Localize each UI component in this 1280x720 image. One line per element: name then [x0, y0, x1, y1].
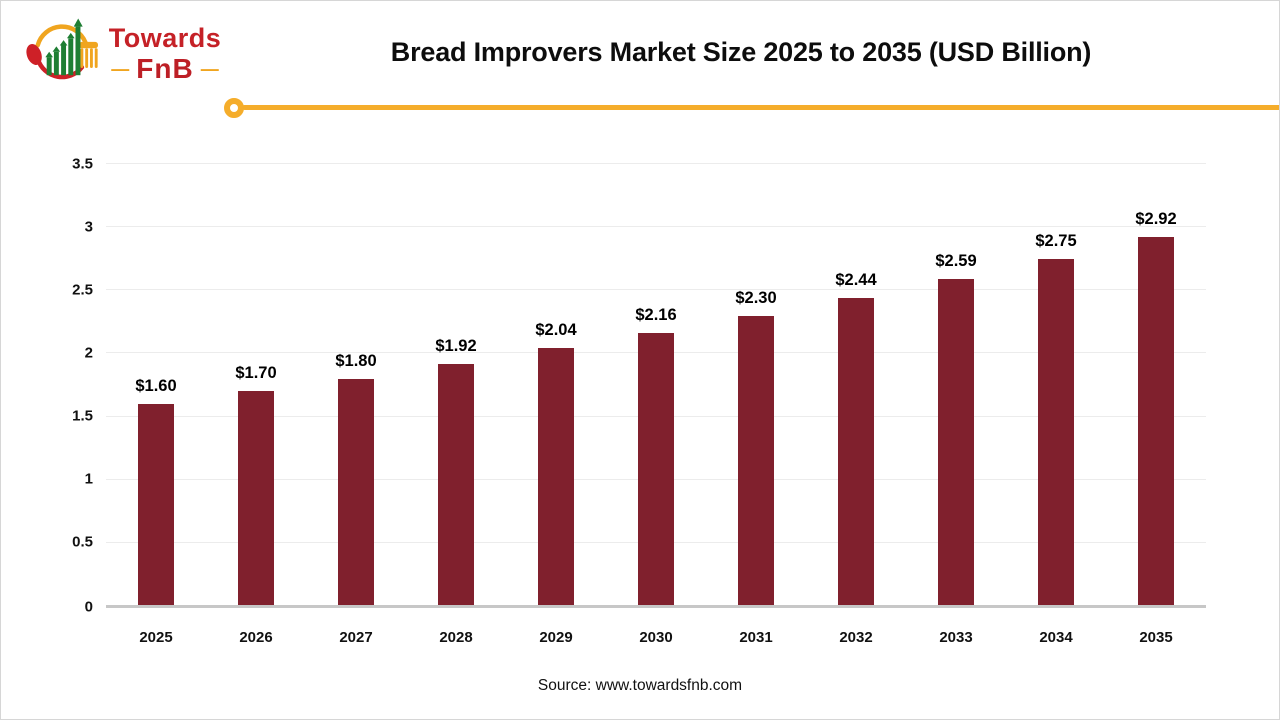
bar	[738, 315, 774, 606]
y-tick-label: 0.5	[72, 533, 93, 551]
x-tick-label: 2034	[1039, 629, 1073, 646]
bar-group: $1.60 2025	[106, 164, 206, 646]
gridline: 2.5	[72, 282, 1206, 297]
bar	[538, 348, 574, 606]
bar-group: $1.92 2028	[406, 164, 506, 646]
gridline: 3.5	[72, 156, 1206, 171]
title-divider-dot-icon	[224, 98, 244, 118]
bar-value-label: $1.60	[135, 376, 177, 395]
bar-value-label: $2.04	[535, 321, 577, 340]
bar	[1038, 258, 1074, 606]
bar-group: $2.59 2033	[906, 164, 1006, 646]
y-tick-label: 2.5	[72, 281, 93, 299]
bar-group: $1.80 2027	[306, 164, 406, 646]
bar-group: $2.30 2031	[706, 164, 806, 646]
bar	[338, 378, 374, 606]
y-tick-label: 1.5	[72, 407, 93, 425]
x-tick-label: 2030	[639, 629, 673, 646]
bar-group: $2.04 2029	[506, 164, 606, 646]
bar	[638, 333, 674, 606]
x-tick-label: 2025	[139, 629, 173, 646]
bar	[838, 297, 874, 606]
x-axis-baseline: 0	[85, 599, 1206, 614]
towardsfnb-logo-text: Towards — FnB —	[95, 23, 235, 84]
towardsfnb-logo-icon	[26, 18, 98, 80]
logo-fnb-label: FnB	[136, 53, 194, 84]
plot-area: $1.60 2025 $1.70 2026 $1.80 2027 $1.92 2028 $2.0…	[72, 156, 1206, 646]
x-tick-label: 2027	[339, 629, 373, 646]
x-tick-label: 2035	[1139, 629, 1173, 646]
bar	[238, 391, 274, 606]
bar-value-label: $1.80	[335, 351, 377, 370]
bars-row: $1.60 2025 $1.70 2026 $1.80 2027 $1.92 2028 $2.0…	[106, 164, 1206, 646]
y-tick-label: 1	[84, 470, 93, 488]
bar-value-label: $2.92	[1135, 210, 1177, 229]
bar-group: $1.70 2026	[206, 164, 306, 646]
chart-title: Bread Improvers Market Size 2025 to 2035…	[390, 37, 1092, 67]
y-tick-label: 0	[84, 598, 93, 615]
bar-value-label: $2.75	[1035, 231, 1077, 250]
bar-value-label: $2.16	[635, 306, 677, 325]
x-tick-label: 2029	[539, 629, 573, 646]
bar-group: $2.92 2035	[1106, 164, 1206, 646]
x-tick-label: 2033	[939, 629, 973, 646]
x-tick-label: 2028	[439, 629, 473, 646]
logo-towards-label: Towards	[108, 23, 222, 53]
bar	[938, 278, 974, 606]
bar-group: $2.16 2030	[606, 164, 706, 646]
bar-value-label: $2.59	[935, 251, 977, 270]
gridline: 3	[85, 219, 1206, 234]
bar	[1138, 237, 1174, 606]
bar-value-label: $1.92	[435, 336, 477, 355]
y-tick-label: 3.5	[72, 155, 93, 172]
bar-group: $2.75 2034	[1006, 164, 1106, 646]
bar-value-label: $1.70	[235, 364, 277, 383]
title-divider-line	[242, 105, 1279, 110]
x-tick-label: 2032	[839, 629, 873, 646]
logo-dash-right: —	[200, 59, 219, 79]
bar	[138, 403, 174, 606]
bar-group: $2.44 2032	[806, 164, 906, 646]
bar-value-label: $2.30	[735, 288, 777, 307]
y-tick-label: 2	[84, 344, 93, 362]
towardsfnb-logo: Towards — FnB —	[23, 11, 273, 103]
y-tick-label: 3	[84, 218, 93, 236]
logo-dash-left: —	[111, 59, 130, 79]
source-text: Source: www.towardsfnb.com	[537, 677, 743, 694]
x-tick-label: 2031	[739, 629, 773, 646]
bar	[438, 363, 474, 606]
x-tick-label: 2026	[239, 629, 273, 646]
bar-value-label: $2.44	[835, 270, 877, 289]
